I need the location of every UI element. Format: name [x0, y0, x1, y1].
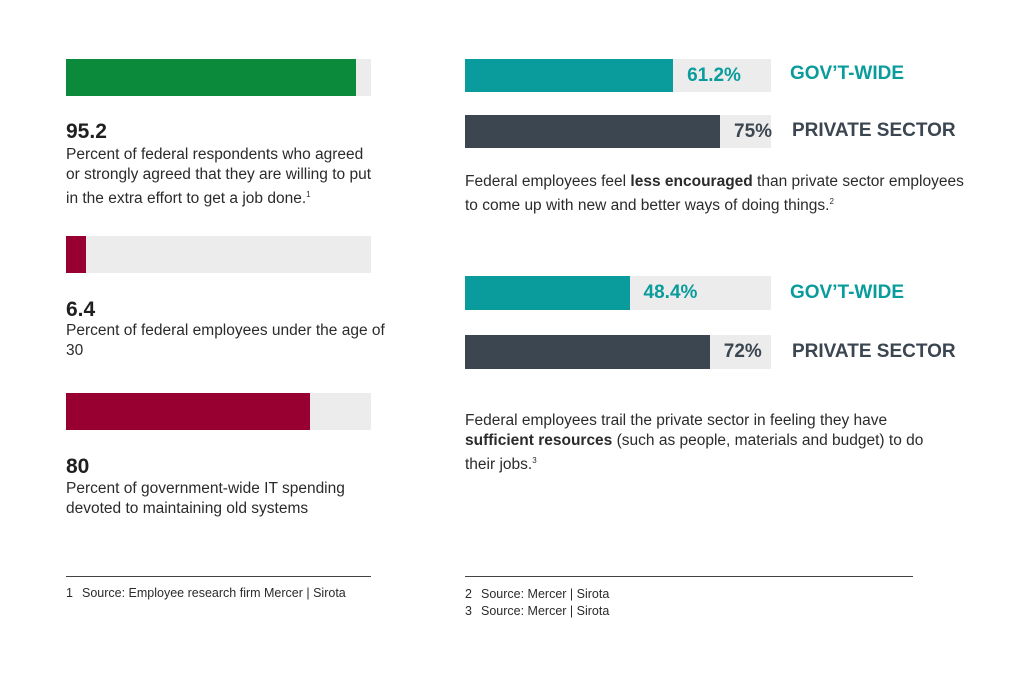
footnote-rule — [66, 576, 371, 577]
stat-bar-fill-under-30 — [66, 236, 86, 273]
stat-description: Percent of government-wide IT spending d… — [66, 480, 345, 517]
chart-caption: Federal employees trail the private sect… — [465, 412, 924, 473]
bar-value-label: 75% — [734, 120, 773, 142]
stat-description: Percent of federal respondents who agree… — [66, 146, 372, 207]
stat-value: 95.2 — [66, 120, 107, 143]
bar-value-label: 48.4% — [643, 282, 698, 303]
category-label-private-sector: PRIVATE SECTOR — [792, 120, 956, 141]
bar-track: 72% — [465, 335, 771, 369]
bar-track: 61.2% — [465, 59, 771, 92]
footnote-3: 3 Source: Mercer | Sirota — [465, 604, 610, 618]
stat-bar-fill-it-spending — [66, 393, 310, 430]
stat-bar-track — [66, 393, 371, 430]
stat-bar-track — [66, 236, 371, 273]
stat-bar-track — [66, 59, 371, 96]
bar-govt-wide — [465, 59, 674, 92]
stat-value: 6.4 — [66, 298, 96, 321]
bar-value-label: 61.2% — [687, 64, 741, 86]
bar-track: 48.4% — [465, 276, 771, 310]
stat-bar-fill-willing-extra-effort — [66, 59, 357, 96]
bar-private-sector — [465, 335, 710, 369]
footnote-marker: 2 — [829, 197, 834, 206]
bar-value-label: 72% — [723, 341, 762, 362]
footnote-rule — [465, 576, 913, 577]
footnote-2: 2 Source: Mercer | Sirota — [465, 587, 610, 601]
bar-track: 75% — [465, 115, 773, 148]
category-label-govt-wide: GOV’T-WIDE — [790, 282, 904, 303]
footnote-marker: 3 — [532, 456, 537, 465]
stat-description: Percent of federal employees under the a… — [66, 322, 385, 359]
stat-value: 80 — [66, 455, 90, 478]
bar-govt-wide — [465, 276, 630, 310]
footnote-1: 1 Source: Employee research firm Mercer |… — [66, 586, 346, 600]
chart-caption: Federal employees feel less encouraged t… — [465, 173, 964, 214]
category-label-private-sector: PRIVATE SECTOR — [792, 341, 956, 362]
footnote-marker: 1 — [306, 190, 311, 199]
bar-private-sector — [465, 115, 720, 148]
category-label-govt-wide: GOV’T-WIDE — [790, 63, 904, 84]
